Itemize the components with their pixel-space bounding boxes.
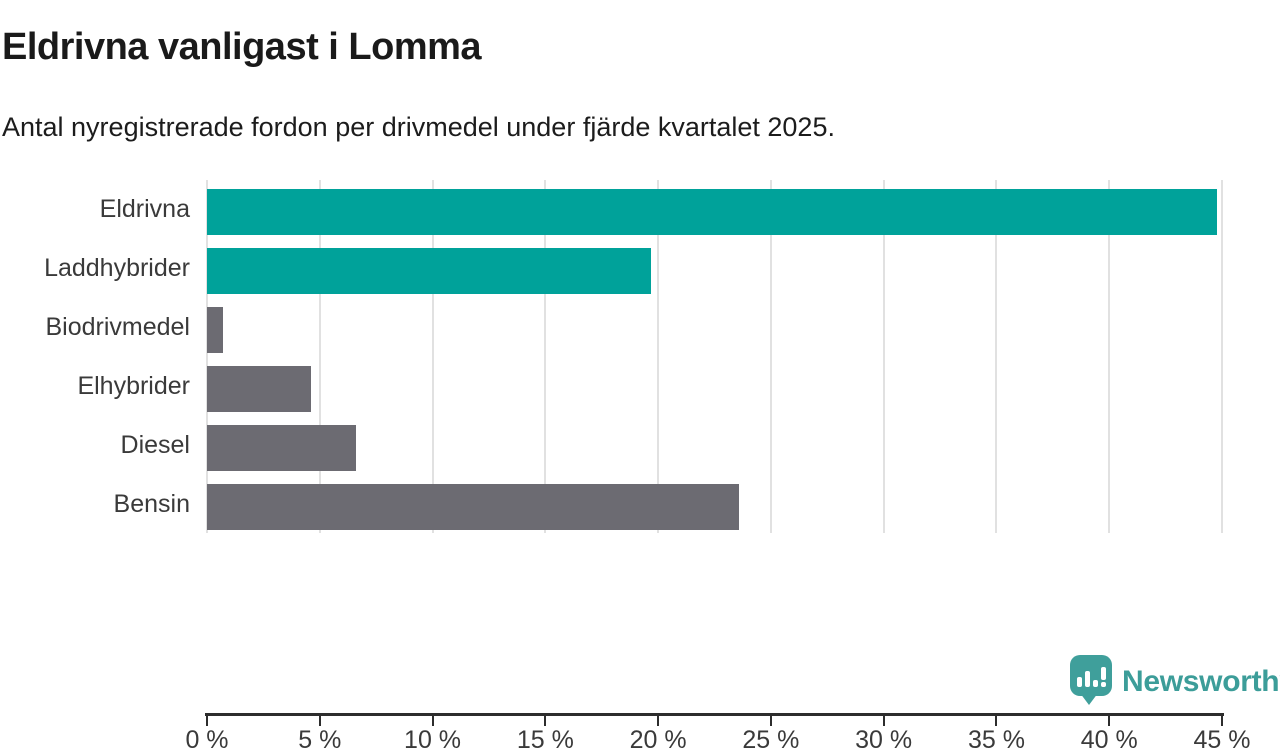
gridline [1108, 180, 1110, 533]
chart-title: Eldrivna vanligast i Lomma [2, 26, 482, 68]
bar-row: Diesel [0, 416, 1280, 475]
chart-subtitle: Antal nyregistrerade fordon per drivmede… [2, 112, 835, 142]
category-label: Biodrivmedel [45, 313, 190, 341]
bar-row: Elhybrider [0, 357, 1280, 416]
newsworthy-logo: Newsworthy [1068, 653, 1280, 709]
bar-elhybrider [207, 366, 311, 412]
plot-area [206, 180, 1223, 533]
x-axis-tick-label: 10 % [404, 726, 462, 754]
bar-eldrivna [207, 189, 1218, 235]
x-axis-tick-label: 30 % [855, 726, 913, 754]
category-label: Eldrivna [99, 195, 190, 223]
gridline [995, 180, 997, 533]
x-axis-tick-label: 40 % [1080, 726, 1138, 754]
bar-biodrivmedel [207, 307, 223, 353]
category-label: Diesel [120, 431, 190, 459]
bar-row: Eldrivna [0, 180, 1280, 239]
x-axis-tick-label: 35 % [967, 726, 1025, 754]
x-axis-tick-label: 0 % [185, 726, 229, 754]
x-axis-tick [883, 716, 885, 726]
x-axis-tick-label: 20 % [629, 726, 687, 754]
x-axis-tick [1108, 716, 1110, 726]
x-axis-tick [657, 716, 659, 726]
x-axis-tick [432, 716, 434, 726]
category-label: Bensin [113, 490, 190, 518]
x-axis-tick-label: 25 % [742, 726, 800, 754]
bar-bensin [207, 484, 740, 530]
bar-chart-speech-bubble-icon [1068, 653, 1114, 709]
x-axis-tick [1221, 716, 1223, 726]
category-label: Laddhybrider [44, 254, 190, 282]
gridline [883, 180, 885, 533]
bar-row: Bensin [0, 475, 1280, 534]
category-label: Elhybrider [77, 372, 190, 400]
gridline [544, 180, 546, 533]
bar-row: Biodrivmedel [0, 298, 1280, 357]
x-axis-tick [544, 716, 546, 726]
x-axis-tick-label: 15 % [516, 726, 574, 754]
gridline [319, 180, 321, 533]
brand-name: Newsworthy [1122, 665, 1280, 698]
news-graphic: Eldrivna vanligast i Lomma Antal nyregis… [0, 26, 1280, 754]
gridline [206, 180, 208, 533]
gridline [770, 180, 772, 533]
bar-laddhybrider [207, 248, 652, 294]
x-axis-tick [319, 716, 321, 726]
gridline [432, 180, 434, 533]
bar-diesel [207, 425, 356, 471]
x-axis-tick-label: 5 % [298, 726, 342, 754]
x-axis-line [205, 713, 1224, 716]
bar-chart: Eldrivna Laddhybrider Biodrivmedel Elhybrid… [0, 180, 1280, 754]
bar-row: Laddhybrider [0, 239, 1280, 298]
x-axis-tick [995, 716, 997, 726]
x-axis-tick-label: 45 % [1193, 726, 1251, 754]
x-axis-tick [770, 716, 772, 726]
gridline [1221, 180, 1223, 533]
x-axis-tick [206, 716, 208, 726]
gridline [657, 180, 659, 533]
